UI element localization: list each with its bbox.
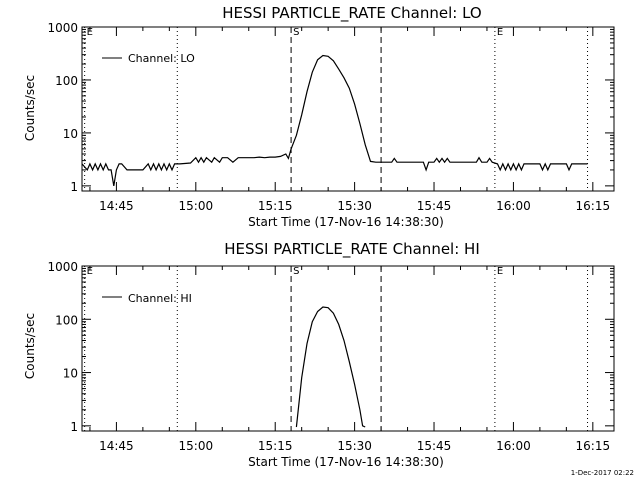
lo-y-tick-label: 10 — [63, 127, 78, 141]
lo-x-axis-label: Start Time (17-Nov-16 14:38:30) — [248, 215, 444, 229]
lo-x-tick-label: 15:30 — [337, 199, 372, 213]
lo-marker-label: S — [293, 27, 299, 38]
lo-x-tick-label: 15:00 — [179, 199, 214, 213]
hi-x-tick-label: 15:45 — [417, 439, 452, 453]
hi-legend-label: Channel: HI — [128, 292, 192, 305]
lo-x-tick-label: 15:45 — [417, 199, 452, 213]
hi-x-tick-label: 15:15 — [258, 439, 293, 453]
hi-series-line — [295, 306, 366, 428]
hi-x-tick-label: 15:00 — [179, 439, 214, 453]
lo-marker-label: E — [87, 27, 93, 38]
hi-marker-label: E — [497, 266, 503, 277]
lo-y-tick-label: 1 — [70, 180, 78, 194]
lo-channel-panel: HESSI PARTICLE_RATE Channel: LO Start Ti… — [23, 4, 615, 229]
lo-chart-title: HESSI PARTICLE_RATE Channel: LO — [222, 4, 481, 23]
lo-plot-frame — [81, 26, 615, 192]
hi-y-tick-label: 1000 — [47, 260, 78, 274]
hi-x-tick-label: 16:00 — [496, 439, 531, 453]
hi-y-tick-label: 10 — [63, 367, 78, 381]
hi-marker-label: S — [293, 266, 299, 277]
lo-series-line — [82, 54, 588, 186]
hi-x-tick-label: 16:15 — [576, 439, 611, 453]
hi-chart-title: HESSI PARTICLE_RATE Channel: HI — [224, 240, 480, 259]
hi-channel-panel: HESSI PARTICLE_RATE Channel: HI Start Ti… — [23, 240, 615, 469]
lo-x-tick-label: 15:15 — [258, 199, 293, 213]
hi-marker-label: E — [87, 266, 93, 277]
hi-x-axis-label: Start Time (17-Nov-16 14:38:30) — [248, 455, 444, 469]
lo-legend-label: Channel: LO — [128, 52, 195, 65]
lo-marker-label: E — [497, 27, 503, 38]
hi-y-axis-label: Counts/sec — [23, 313, 37, 379]
hi-y-tick-label: 100 — [55, 313, 78, 327]
lo-y-axis-label: Counts/sec — [23, 75, 37, 141]
hi-y-tick-label: 1 — [70, 420, 78, 434]
hi-x-tick-label: 15:30 — [337, 439, 372, 453]
hi-x-tick-label: 14:45 — [99, 439, 134, 453]
hi-plot-frame — [81, 265, 615, 432]
generation-date: 1-Dec-2017 02:22 — [570, 469, 634, 477]
lo-x-tick-label: 14:45 — [99, 199, 134, 213]
lo-y-tick-label: 1000 — [47, 21, 78, 35]
lo-x-tick-label: 16:00 — [496, 199, 531, 213]
lo-x-tick-label: 16:15 — [576, 199, 611, 213]
lo-y-tick-label: 100 — [55, 74, 78, 88]
